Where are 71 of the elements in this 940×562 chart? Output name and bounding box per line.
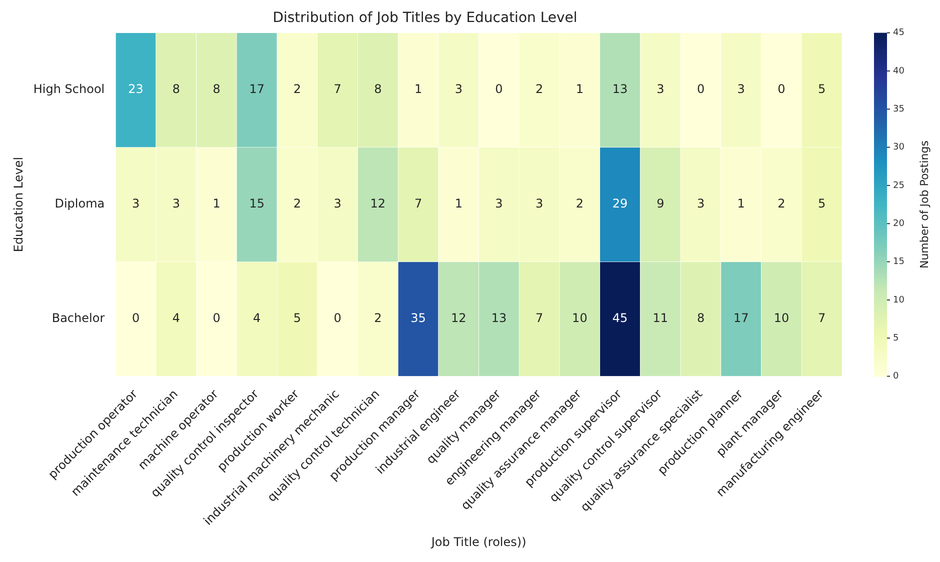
data-label: 10 (774, 311, 790, 326)
data-label: 1 (212, 196, 220, 211)
data-label: 12 (451, 311, 466, 326)
y-tick-label: Diploma (54, 196, 105, 211)
data-label: 15 (249, 196, 265, 211)
data-label: 2 (576, 196, 584, 211)
data-label: 2 (778, 196, 786, 211)
data-label: 17 (249, 82, 265, 96)
data-label: 1 (576, 82, 584, 96)
data-label: 45 (612, 311, 628, 326)
data-label: 1 (737, 196, 745, 211)
data-label: 13 (612, 82, 628, 96)
data-label: 8 (696, 311, 705, 326)
data-label: 1 (454, 196, 462, 211)
color-bar-label: 40 (893, 66, 905, 76)
data-label: 23 (128, 82, 144, 96)
data-label: 12 (370, 196, 386, 211)
color-bar-label: 5 (893, 333, 899, 344)
chart-title: Distribution of Job Titles by Education Level (272, 10, 578, 26)
data-label: 0 (696, 82, 705, 96)
data-label: 1 (414, 82, 422, 96)
color-bar-label: 0 (893, 372, 899, 382)
data-label: 3 (696, 196, 705, 211)
data-label: 29 (612, 196, 628, 211)
data-label: 10 (572, 311, 588, 326)
data-label: 3 (172, 196, 180, 211)
data-label: 0 (495, 82, 503, 96)
x-axis-title: Job Title (roles)) (430, 534, 526, 549)
data-label: 9 (656, 196, 664, 211)
data-label: 8 (374, 82, 382, 96)
color-bar-title: Number of Job Postings (918, 140, 931, 269)
data-label: 8 (172, 82, 180, 96)
color-bar-label: 30 (893, 142, 905, 153)
data-label: 3 (132, 196, 140, 211)
data-label: 7 (818, 311, 826, 326)
color-bar-label: 25 (893, 180, 904, 191)
data-label: 3 (656, 82, 664, 96)
data-label: 4 (172, 311, 180, 326)
data-label: 2 (293, 82, 302, 96)
data-label: 7 (536, 311, 544, 326)
data-label: 3 (495, 196, 503, 211)
data-label: 2 (536, 82, 544, 96)
data-label: 17 (733, 311, 749, 326)
y-axis-title: Education Level (11, 156, 26, 252)
color-bar-label: 45 (893, 28, 904, 38)
data-label: 0 (132, 311, 140, 326)
data-label: 7 (414, 196, 422, 211)
data-label: 2 (293, 196, 302, 211)
data-label: 2 (374, 311, 382, 326)
data-label: 35 (410, 311, 426, 326)
data-label: 7 (334, 82, 342, 96)
y-tick-label: High School (33, 82, 105, 96)
data-label: 3 (737, 82, 745, 96)
data-label: 5 (818, 82, 826, 96)
data-label: 13 (491, 311, 507, 326)
y-tick-label: Bachelor (52, 311, 105, 326)
data-label: 3 (536, 196, 544, 211)
data-label: 0 (334, 311, 342, 326)
data-label: 3 (334, 196, 342, 211)
data-label: 11 (652, 311, 668, 326)
data-label: 8 (212, 82, 220, 96)
data-label: 4 (253, 311, 261, 326)
data-label: 5 (818, 196, 826, 211)
data-label: 5 (293, 311, 302, 326)
data-label: 3 (454, 82, 462, 96)
color-bar-label: 15 (893, 257, 904, 268)
color-bar-label: 20 (893, 218, 905, 229)
data-label: 0 (778, 82, 786, 96)
data-label: 0 (212, 311, 220, 326)
color-bar-label: 10 (893, 295, 905, 306)
color-bar-label: 35 (893, 104, 904, 114)
